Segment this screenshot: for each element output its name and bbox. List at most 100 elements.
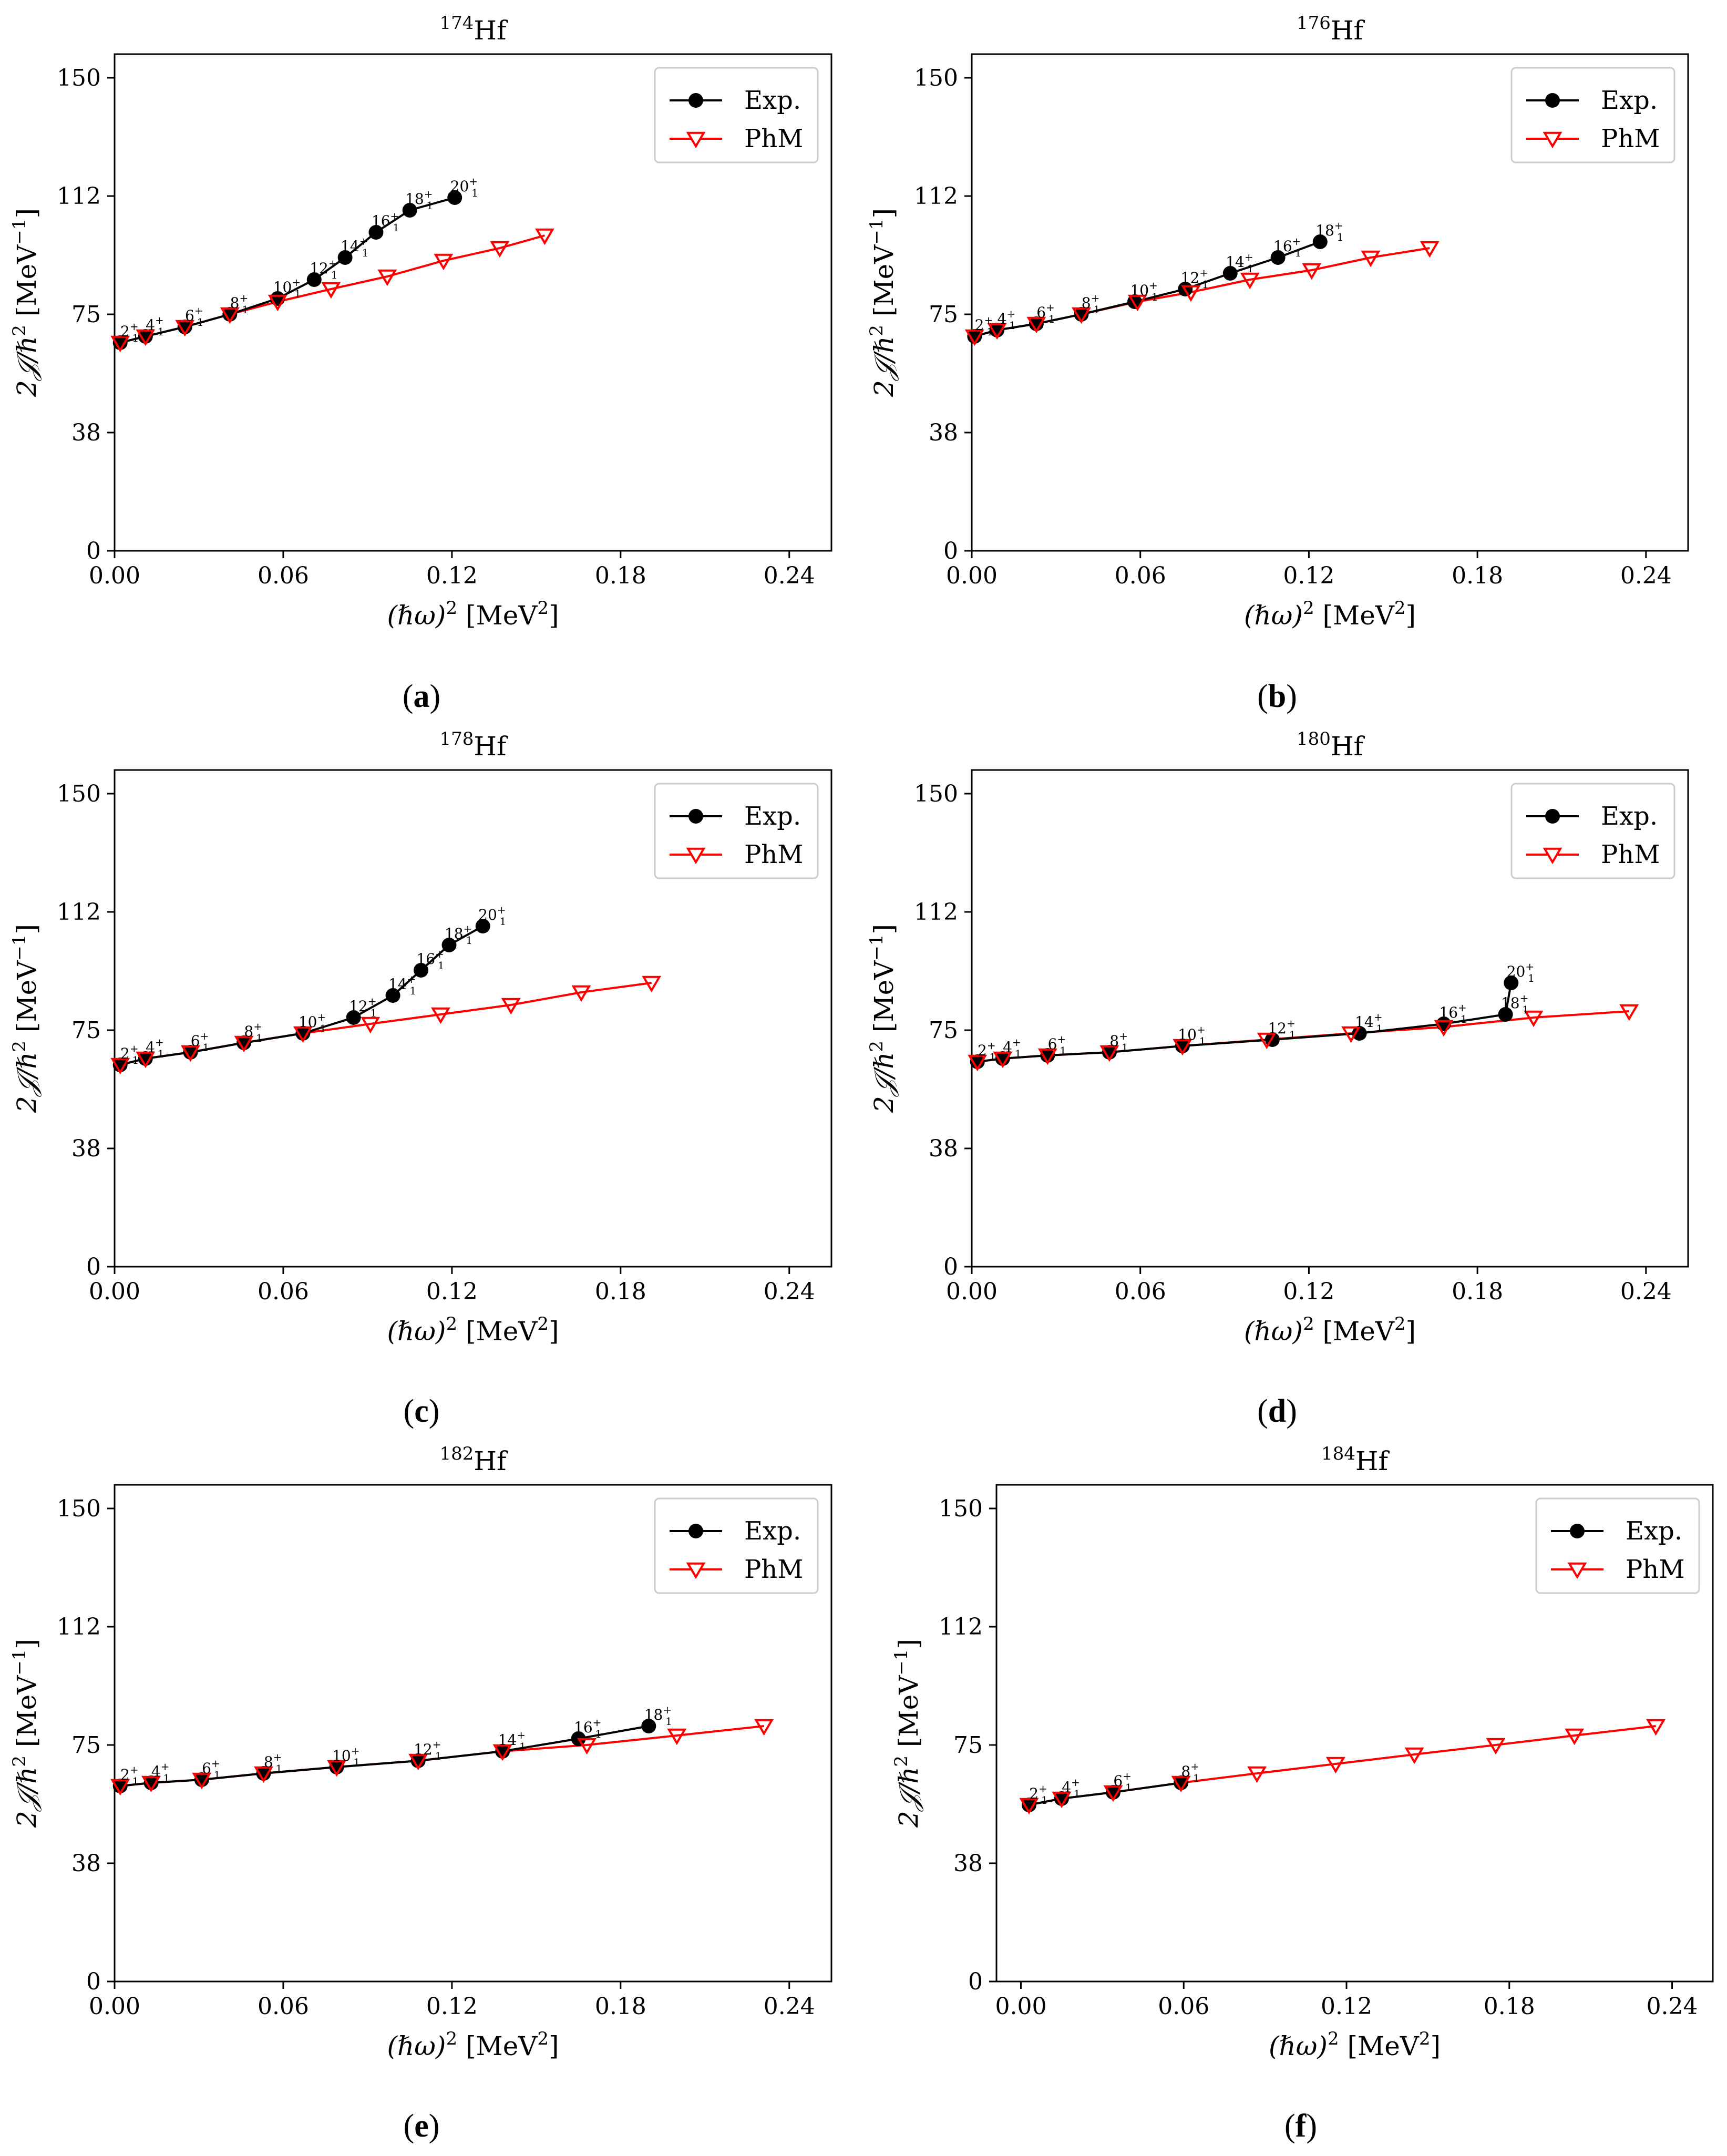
legend-phm-label: PhM — [1626, 1555, 1684, 1584]
exp-point — [967, 329, 982, 344]
exp-point — [970, 1054, 985, 1069]
legend-exp-label: Exp. — [744, 1516, 801, 1546]
phm-point — [1127, 294, 1147, 312]
legend-exp-marker — [688, 809, 703, 824]
exp-point — [346, 1010, 361, 1025]
y-tick-label: 0 — [86, 1968, 101, 1995]
y-tick-label: 38 — [71, 1850, 101, 1877]
exp-point — [295, 1026, 311, 1041]
caption-letter: a — [413, 679, 430, 714]
legend-exp-label: Exp. — [744, 802, 801, 831]
exp-point — [1021, 1798, 1036, 1812]
phm-point — [1646, 1719, 1666, 1736]
caption-d: (d) — [1257, 1393, 1297, 1429]
y-tick-label: 112 — [914, 183, 958, 210]
phm-point — [968, 1054, 988, 1072]
legend-phm-label: PhM — [1601, 840, 1660, 869]
exp-point — [112, 1058, 128, 1072]
caption-letter: b — [1268, 679, 1287, 714]
x-tick-label: 0.00 — [89, 1993, 140, 2020]
state-label: 4+ 1 — [146, 314, 164, 338]
phm-point — [175, 320, 195, 337]
phm-point — [1173, 1039, 1193, 1056]
exp-point — [1504, 976, 1519, 990]
phm-point — [268, 294, 287, 312]
phm-point — [321, 282, 341, 299]
exp-point — [143, 1775, 159, 1790]
state-label: 4+ 1 — [151, 1760, 170, 1784]
state-label: 10+ 1 — [299, 1011, 326, 1035]
state-label: 4+ 1 — [1062, 1776, 1080, 1800]
exp-point — [1174, 1775, 1189, 1790]
y-tick-label: 75 — [929, 301, 958, 328]
exp-point — [475, 919, 490, 933]
x-tick-label: 0.18 — [595, 1278, 646, 1305]
state-label: 18+ 1 — [405, 188, 433, 212]
exp-point — [495, 1744, 510, 1759]
phm-point — [987, 323, 1007, 340]
chart-title: 180Hf — [1297, 728, 1365, 762]
exp-series-line — [977, 982, 1513, 1063]
state-label: 2+ 1 — [978, 1039, 996, 1063]
phm-point — [1325, 1757, 1345, 1774]
phm-point — [1565, 1728, 1585, 1746]
state-label: 12+ 1 — [414, 1738, 441, 1762]
state-label: 4+ 1 — [146, 1036, 164, 1060]
phm-point — [577, 1738, 597, 1755]
phm-point — [534, 228, 554, 245]
phm-point — [1434, 1020, 1454, 1037]
phm-point — [293, 1026, 313, 1043]
exp-series-line — [120, 197, 455, 344]
phm-point — [993, 1051, 1013, 1069]
exp-point — [414, 963, 429, 978]
phm-point — [1171, 1775, 1191, 1793]
exp-point — [1498, 1007, 1513, 1022]
state-label: 14+ 1 — [1355, 1011, 1383, 1035]
state-label: 8+ 1 — [264, 1751, 282, 1775]
exp-point — [402, 203, 417, 218]
y-tick-label: 112 — [939, 1614, 983, 1640]
phm-point — [327, 1760, 347, 1777]
phm-point — [492, 1744, 512, 1761]
x-tick-label: 0.06 — [258, 1278, 309, 1305]
exp-point — [1106, 1785, 1121, 1800]
state-label: 12+ 1 — [1181, 266, 1209, 291]
state-label: 10+ 1 — [332, 1744, 360, 1769]
x-tick-label: 0.12 — [1321, 1993, 1372, 2020]
legend-phm-marker — [1567, 1562, 1587, 1579]
y-axis-label: 2𝒥/ℏ2 [MeV−1] — [866, 924, 899, 1113]
state-label: 6+ 1 — [185, 304, 203, 328]
x-tick-label: 0.24 — [1620, 562, 1672, 589]
x-tick-label: 0.00 — [946, 1278, 998, 1305]
x-axis-label: (ℏω)2 [MeV2] — [387, 1313, 559, 1347]
phm-point — [1420, 241, 1440, 258]
state-label: 10+ 1 — [1178, 1023, 1206, 1048]
y-tick-label: 150 — [57, 65, 101, 91]
exp-point — [447, 190, 462, 205]
phm-point — [110, 335, 130, 353]
phm-point — [1071, 307, 1091, 324]
caption-letter: c — [414, 1393, 429, 1429]
state-label: 16+ 1 — [416, 948, 444, 972]
legend-phm-marker — [1543, 131, 1562, 149]
state-label: 2+ 1 — [975, 314, 993, 338]
y-tick-label: 112 — [57, 183, 101, 210]
phm-series-line — [1029, 1725, 1656, 1806]
exp-point — [194, 1772, 209, 1787]
y-axis-label: 2𝒥/ℏ2 [MeV−1] — [9, 208, 42, 397]
y-tick-label: 112 — [57, 899, 101, 926]
phm-point — [1524, 1010, 1544, 1028]
phm-point — [110, 1779, 130, 1796]
phm-point — [642, 976, 662, 993]
x-tick-label: 0.24 — [764, 562, 815, 589]
exp-point — [1074, 307, 1089, 322]
phm-point — [1026, 316, 1046, 334]
state-label: 20+ 1 — [1507, 960, 1535, 984]
state-label: 8+ 1 — [230, 292, 249, 316]
chart-panel-182: 182Hf 0.00 0.06 0.12 0.18 0.24 0 38 75 112 150 (ℏω)… — [9, 1443, 832, 2061]
phm-point — [490, 241, 510, 258]
legend-phm-label: PhM — [744, 840, 803, 869]
exp-point — [337, 250, 353, 265]
plot-frame — [971, 53, 1689, 552]
